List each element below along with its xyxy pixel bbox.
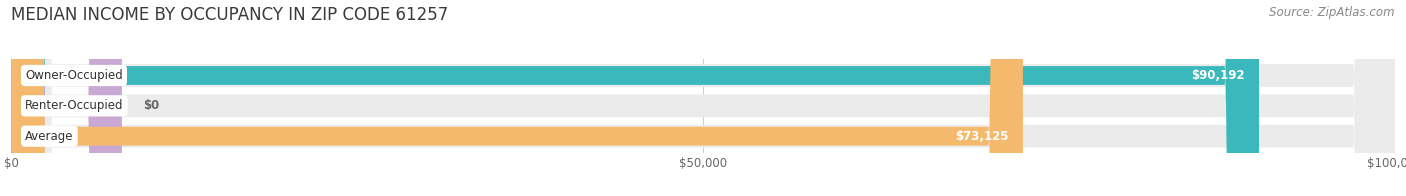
Text: $0: $0 (142, 99, 159, 112)
FancyBboxPatch shape (11, 0, 1258, 196)
Text: MEDIAN INCOME BY OCCUPANCY IN ZIP CODE 61257: MEDIAN INCOME BY OCCUPANCY IN ZIP CODE 6… (11, 6, 449, 24)
Text: Source: ZipAtlas.com: Source: ZipAtlas.com (1270, 6, 1395, 19)
Text: $73,125: $73,125 (956, 130, 1010, 143)
Text: Average: Average (25, 130, 73, 143)
Text: $90,192: $90,192 (1192, 69, 1246, 82)
Text: Renter-Occupied: Renter-Occupied (25, 99, 124, 112)
FancyBboxPatch shape (11, 0, 122, 196)
FancyBboxPatch shape (11, 0, 1395, 196)
FancyBboxPatch shape (11, 0, 1024, 196)
FancyBboxPatch shape (11, 0, 1395, 196)
FancyBboxPatch shape (11, 0, 1395, 196)
Text: Owner-Occupied: Owner-Occupied (25, 69, 122, 82)
